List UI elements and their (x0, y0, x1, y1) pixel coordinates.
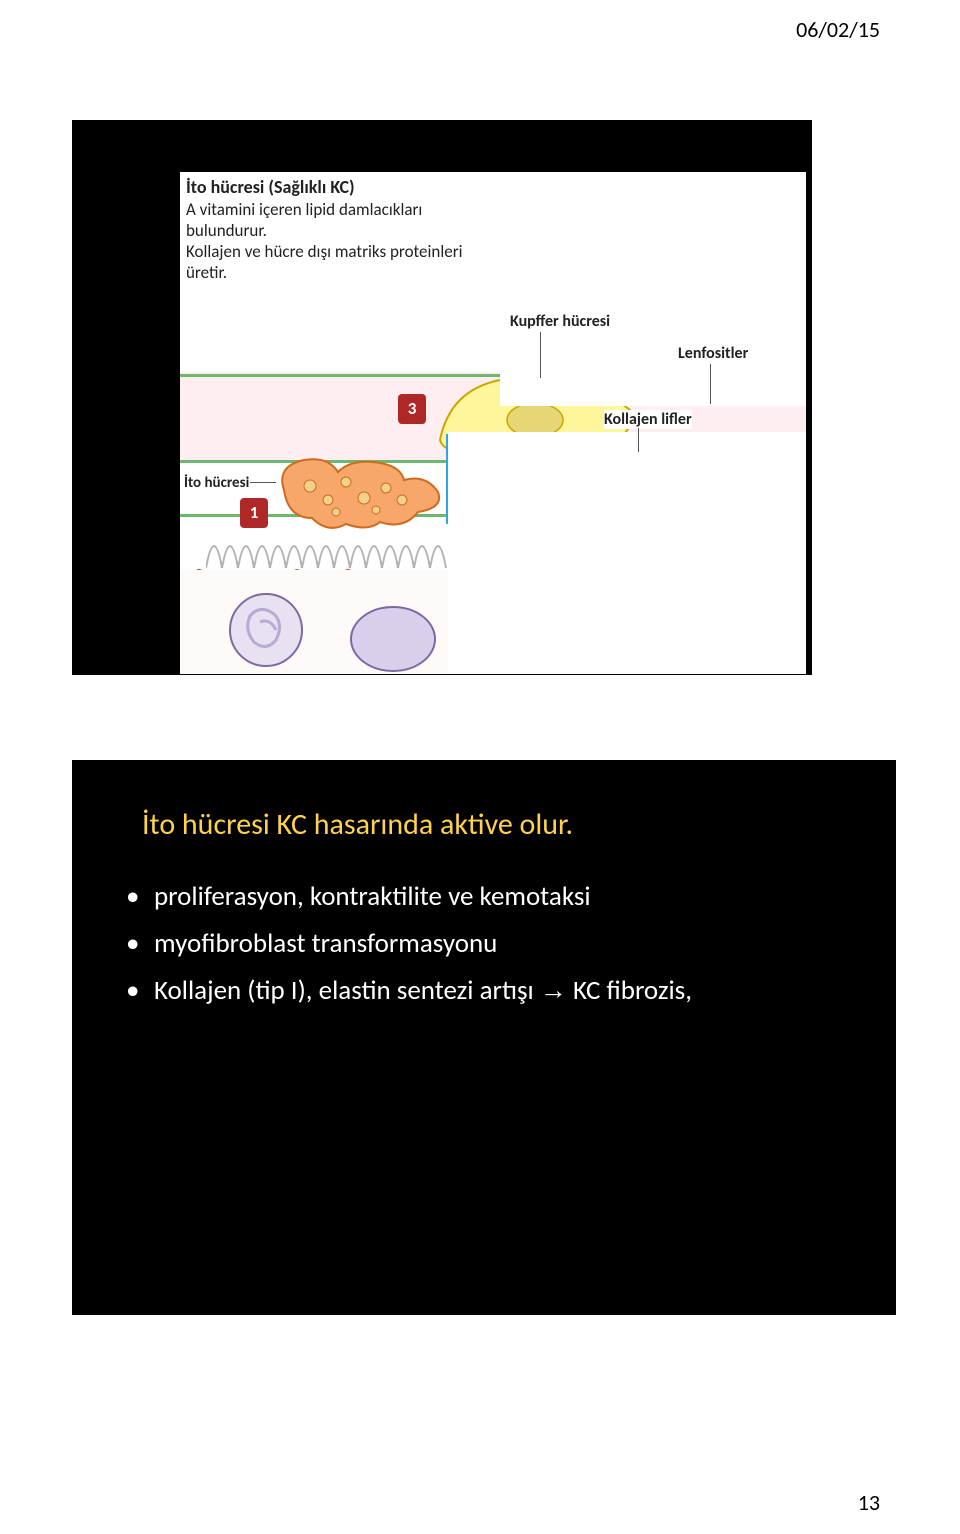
bullet-3-post: KC fibrozis, (567, 974, 692, 1007)
diagram-area: İto hücresi (Sağlıklı KC) A vitamini içe… (180, 172, 806, 674)
slide2-bullet-list: proliferasyon, kontraktilite ve kemotaks… (124, 877, 854, 1010)
bullet-3: Kollajen (tip I), elastin sentezi artışı… (124, 971, 854, 1010)
page-date: 06/02/15 (796, 16, 880, 43)
slide2-headline: İto hücresi KC hasarında aktive olur. (142, 806, 854, 843)
slide-1: İto hücresi (Sağlıklı KC) A vitamini içe… (72, 120, 812, 675)
arrow-icon: → (540, 975, 567, 1005)
blue-edge (446, 434, 448, 524)
nucleus-2 (348, 604, 438, 674)
white-mask-bottom (448, 432, 806, 674)
slide-2: İto hücresi KC hasarında aktive olur. pr… (72, 760, 896, 1315)
label-kupffer: Kupffer hücresi (510, 312, 610, 331)
title-line2: Kollajen ve hücre dışı matriks proteinle… (186, 241, 494, 284)
leader-kupffer (540, 332, 541, 378)
title-box: İto hücresi (Sağlıklı KC) A vitamini içe… (180, 172, 500, 288)
label-ito-hucresi: İto hücresi (184, 474, 249, 492)
bullet-1: proliferasyon, kontraktilite ve kemotaks… (124, 877, 854, 916)
bullet-2: myofibroblast transformasyonu (124, 924, 854, 963)
label-lenfositler: Lenfositler (678, 344, 748, 363)
leader-lenfositler (710, 364, 711, 404)
leader-kollajen (638, 428, 639, 452)
marker-1: 1 (240, 498, 268, 528)
label-kollajen-lifler: Kollajen lifler (604, 410, 692, 429)
leader-ito (250, 482, 276, 483)
title-header: İto hücresi (Sağlıklı KC) (186, 176, 494, 199)
title-line1: A vitamini içeren lipid damlacıkları bul… (186, 199, 494, 242)
marker-3: 3 (398, 394, 426, 424)
page-number: 13 (858, 1489, 880, 1516)
bullet-3-pre: Kollajen (tip I), elastin sentezi artışı (154, 974, 534, 1007)
nucleus-1 (226, 590, 306, 670)
